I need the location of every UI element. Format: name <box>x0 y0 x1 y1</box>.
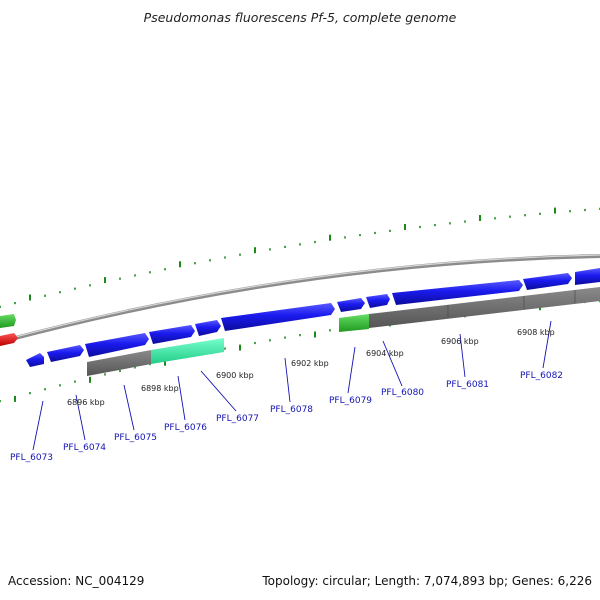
gene-pfl-6082[interactable] <box>523 273 572 290</box>
gene-label-link[interactable]: PFL_6082 <box>520 371 563 381</box>
position-label: 6908 kbp <box>517 328 555 337</box>
position-label: 6896 kbp <box>67 398 105 407</box>
gene-green-left[interactable] <box>0 314 16 328</box>
genome-title: Pseudomonas fluorescens Pf-5, complete g… <box>143 10 457 25</box>
gene-label-link[interactable]: PFL_6073 <box>10 453 53 463</box>
gene-pfl-6080[interactable] <box>366 294 390 308</box>
accession-text: Accession: NC_004129 <box>8 574 145 588</box>
outer-tick-ring <box>0 207 600 308</box>
position-label: 6906 kbp <box>441 337 479 346</box>
gene-label-link[interactable]: PFL_6076 <box>164 423 207 433</box>
genome-summary-text: Topology: circular; Length: 7,074,893 bp… <box>262 574 592 588</box>
gene-leader-line <box>75 394 86 441</box>
gene-leader-line <box>347 346 356 394</box>
feature-gray-right[interactable] <box>369 287 600 328</box>
gene-pfl-6076[interactable] <box>149 325 195 344</box>
feature-green[interactable] <box>339 314 369 332</box>
gene-labels[interactable]: PFL_6073 PFL_6074 PFL_6075 PFL_6076 PFL_6077… <box>10 371 563 463</box>
feature-track[interactable] <box>87 287 600 376</box>
position-label: 6904 kbp <box>366 349 404 358</box>
position-label: 6902 kbp <box>291 359 329 368</box>
backbone-highlight <box>0 254 600 342</box>
gene-pfl-6077[interactable] <box>195 320 221 336</box>
gene-label-link[interactable]: PFL_6081 <box>446 380 489 390</box>
position-label: 6900 kbp <box>216 371 254 380</box>
gene-leader-line <box>123 384 135 431</box>
gene-leader-line <box>284 357 291 403</box>
gene-pfl-6073[interactable] <box>26 353 44 367</box>
gene-label-leaders <box>32 320 552 451</box>
gene-leader-line <box>542 320 552 369</box>
gene-leader-line <box>32 400 44 451</box>
gene-label-link[interactable]: PFL_6078 <box>270 405 313 415</box>
gene-leader-line <box>200 370 237 412</box>
gene-label-link[interactable]: PFL_6080 <box>381 388 424 398</box>
position-label: 6898 kbp <box>141 384 179 393</box>
feature-gray-left[interactable] <box>87 350 151 376</box>
gene-pfl-6079[interactable] <box>337 298 365 312</box>
gene-pfl-6081[interactable] <box>392 280 523 305</box>
gene-track[interactable] <box>0 268 600 367</box>
gene-label-link[interactable]: PFL_6079 <box>329 396 372 406</box>
gene-leader-line <box>177 375 186 421</box>
gene-red-left[interactable] <box>0 333 18 346</box>
gene-label-link[interactable]: PFL_6075 <box>114 433 157 443</box>
feature-teal[interactable] <box>151 338 224 364</box>
gene-right-edge[interactable] <box>575 268 600 285</box>
gene-leader-line <box>382 340 403 387</box>
position-labels: 6896 kbp 6898 kbp 6900 kbp 6902 kbp 6904 kbp… <box>67 328 555 407</box>
gene-pfl-6078[interactable] <box>221 303 335 331</box>
gene-label-link[interactable]: PFL_6074 <box>63 443 106 453</box>
gene-pfl-6074[interactable] <box>47 345 84 362</box>
gene-label-link[interactable]: PFL_6077 <box>216 414 259 424</box>
gene-pfl-6075[interactable] <box>85 333 149 357</box>
gene-leader-line <box>459 333 466 378</box>
genome-backbone <box>0 254 600 344</box>
